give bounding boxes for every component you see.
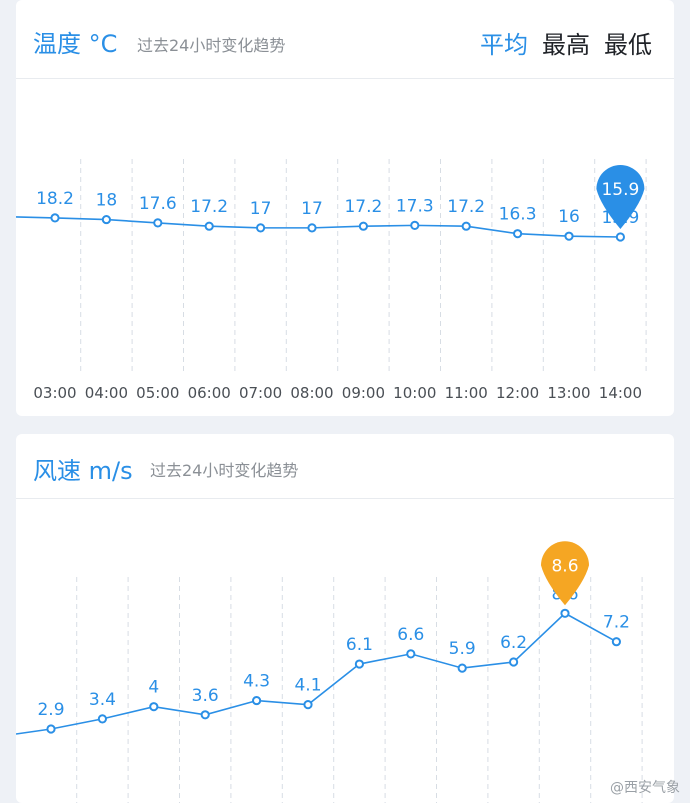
x-tick-label: 09:00 — [342, 384, 385, 402]
stat-tabs: 平均 最高 最低 — [480, 25, 652, 60]
data-label: 4.1 — [294, 676, 321, 696]
highlight-value: 15.9 — [601, 180, 639, 200]
temperature-title: 温度 °C — [33, 30, 118, 58]
temperature-chart: 18.2 18 17.6 17.2 17 17 17.2 17.3 17.2 16.3 16 15.9… — [16, 159, 647, 402]
data-point — [149, 702, 159, 712]
x-tick-label: 07:00 — [239, 384, 282, 402]
data-label: 17.6 — [139, 194, 177, 214]
x-tick-label: 03:00 — [33, 384, 76, 402]
x-tick-label: 11:00 — [445, 384, 488, 402]
temperature-subtitle: 过去24小时变化趋势 — [137, 36, 286, 55]
highlight-marker — [541, 541, 589, 606]
data-point — [564, 231, 574, 241]
highlight-value: 8.6 — [551, 556, 578, 576]
data-label: 3.4 — [89, 690, 116, 710]
data-label: 6.6 — [397, 625, 424, 645]
data-label: 17.2 — [344, 197, 382, 217]
data-point — [358, 221, 368, 231]
data-point — [200, 710, 210, 720]
data-label: 4.3 — [243, 672, 270, 692]
data-label: 7.2 — [603, 613, 630, 633]
x-tick-label: 12:00 — [496, 384, 539, 402]
data-point — [560, 608, 570, 618]
data-label: 4 — [148, 678, 159, 698]
data-label: 17.3 — [396, 196, 434, 216]
temperature-card: 温度 °C 过去24小时变化趋势 平均 最高 最低 18.2 18 17.6 17.2… — [16, 0, 674, 416]
data-point — [410, 220, 420, 230]
highlight-marker — [596, 165, 645, 229]
data-label: 3.6 — [192, 686, 219, 706]
data-label: 17.2 — [190, 197, 228, 217]
data-label: 16.3 — [499, 205, 537, 225]
data-point — [204, 221, 214, 231]
wind-chart: 2.93.443.64.34.16.16.65.96.28.67.28.6 — [16, 541, 643, 803]
data-point — [307, 223, 317, 233]
data-label: 18.2 — [36, 189, 74, 209]
data-point — [153, 218, 163, 228]
x-tick-label: 10:00 — [393, 384, 436, 402]
x-tick-label: 06:00 — [188, 384, 231, 402]
data-label: 6.1 — [346, 635, 373, 655]
data-label: 5.9 — [449, 639, 476, 659]
data-point — [513, 229, 523, 239]
tab-max[interactable]: 最高 — [542, 31, 590, 59]
data-point — [50, 213, 60, 223]
data-point — [303, 700, 313, 710]
data-label: 16 — [558, 207, 580, 227]
data-label: 17.2 — [447, 197, 485, 217]
x-tick-label: 14:00 — [599, 384, 642, 402]
data-point — [256, 223, 266, 233]
data-point — [461, 221, 471, 231]
wind-title: 风速 m/s — [33, 457, 133, 485]
x-tick-label: 13:00 — [547, 384, 590, 402]
data-point — [615, 232, 626, 242]
x-tick-label: 08:00 — [290, 384, 333, 402]
data-point — [509, 657, 519, 667]
data-label: 18 — [96, 191, 118, 211]
data-point — [406, 649, 416, 659]
data-point — [46, 724, 56, 734]
data-label: 17 — [301, 199, 323, 219]
data-point — [252, 695, 262, 706]
data-label: 2.9 — [37, 700, 64, 720]
data-point — [354, 659, 364, 669]
data-label: 17 — [250, 199, 272, 219]
tab-min[interactable]: 最低 — [604, 31, 652, 59]
data-point — [611, 637, 622, 647]
wind-header: 风速 m/s 过去24小时变化趋势 — [16, 434, 674, 499]
data-point — [457, 663, 467, 673]
x-tick-label: 04:00 — [85, 384, 128, 402]
temperature-header: 温度 °C 过去24小时变化趋势 平均 最高 最低 — [16, 0, 674, 79]
wind-card: 风速 m/s 过去24小时变化趋势 2.9 3.4 4 3.6 4.3 4.1 6.1 6.6… — [16, 434, 674, 803]
data-point — [97, 714, 108, 724]
watermark: @西安气象 — [610, 780, 680, 796]
series-line — [16, 612, 617, 735]
data-point — [101, 214, 112, 225]
wind-subtitle: 过去24小时变化趋势 — [150, 461, 299, 480]
data-label: 6.2 — [500, 633, 527, 653]
tab-average[interactable]: 平均 — [480, 31, 528, 59]
x-tick-label: 05:00 — [136, 384, 179, 402]
